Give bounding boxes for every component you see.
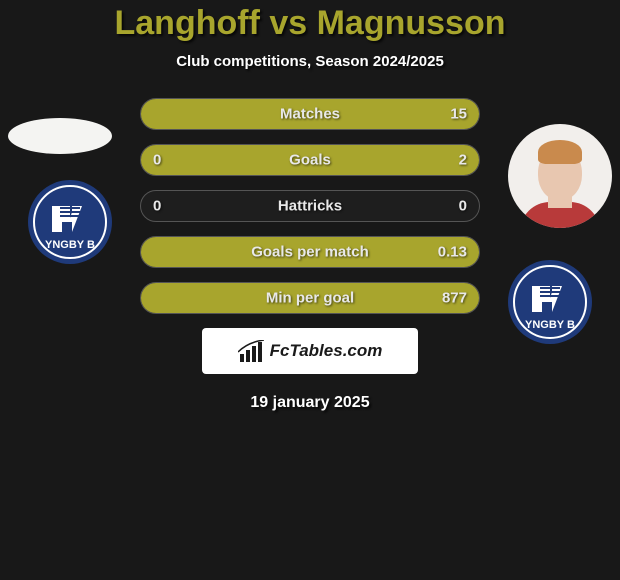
infographic-container: Langhoff vs Magnusson Club competitions,… [0, 0, 620, 412]
club-badge-right: YNGBY B [508, 260, 592, 344]
stat-row: 0 Goals 2 [140, 144, 480, 176]
branding-badge: FcTables.com [202, 328, 418, 374]
stat-label: Hattricks [278, 198, 342, 215]
stat-row: Goals per match 0.13 [140, 236, 480, 268]
stat-value-left: 0 [153, 198, 161, 215]
stat-value-right: 15 [450, 106, 467, 123]
stat-value-right: 0.13 [438, 244, 467, 261]
player-photo-right [508, 124, 612, 228]
page-title: Langhoff vs Magnusson [0, 4, 620, 43]
stat-label: Min per goal [266, 290, 354, 307]
stat-label: Goals per match [251, 244, 369, 261]
stat-label: Matches [280, 106, 340, 123]
stat-value-right: 877 [442, 290, 467, 307]
stat-label: Goals [289, 152, 331, 169]
stat-row: Min per goal 877 [140, 282, 480, 314]
stat-value-right: 2 [459, 152, 467, 169]
branding-text: FcTables.com [270, 341, 383, 361]
club-text-left: YNGBY B [45, 239, 95, 251]
stat-row: 0 Hattricks 0 [140, 190, 480, 222]
club-badge-left: YNGBY B [28, 180, 112, 264]
club-text-right: YNGBY B [525, 319, 575, 331]
stat-value-right: 0 [459, 198, 467, 215]
subtitle: Club competitions, Season 2024/2025 [0, 53, 620, 70]
stat-row: Matches 15 [140, 98, 480, 130]
player-hair [538, 140, 582, 164]
date-text: 19 january 2025 [0, 394, 620, 412]
stat-value-left: 0 [153, 152, 161, 169]
bar-chart-icon [238, 340, 264, 362]
player-photo-left [8, 118, 112, 154]
